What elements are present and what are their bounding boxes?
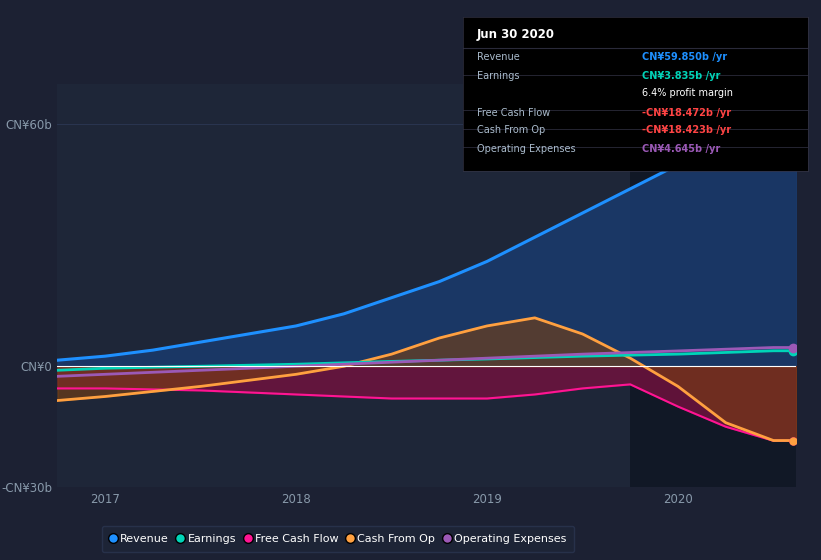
Text: CN¥4.645b /yr: CN¥4.645b /yr — [642, 144, 721, 154]
Text: Jun 30 2020: Jun 30 2020 — [477, 27, 555, 40]
Text: Cash From Op: Cash From Op — [477, 125, 545, 136]
Text: -CN¥18.472b /yr: -CN¥18.472b /yr — [642, 108, 732, 118]
Text: Operating Expenses: Operating Expenses — [477, 144, 576, 154]
Bar — [631, 84, 796, 487]
Text: Free Cash Flow: Free Cash Flow — [477, 108, 550, 118]
Legend: Revenue, Earnings, Free Cash Flow, Cash From Op, Operating Expenses: Revenue, Earnings, Free Cash Flow, Cash … — [102, 526, 575, 552]
Text: CN¥59.850b /yr: CN¥59.850b /yr — [642, 52, 727, 62]
Text: CN¥3.835b /yr: CN¥3.835b /yr — [642, 72, 721, 81]
Text: -CN¥18.423b /yr: -CN¥18.423b /yr — [642, 125, 732, 136]
Text: Earnings: Earnings — [477, 72, 520, 81]
Text: 6.4% profit margin: 6.4% profit margin — [642, 88, 733, 99]
Text: Revenue: Revenue — [477, 52, 520, 62]
